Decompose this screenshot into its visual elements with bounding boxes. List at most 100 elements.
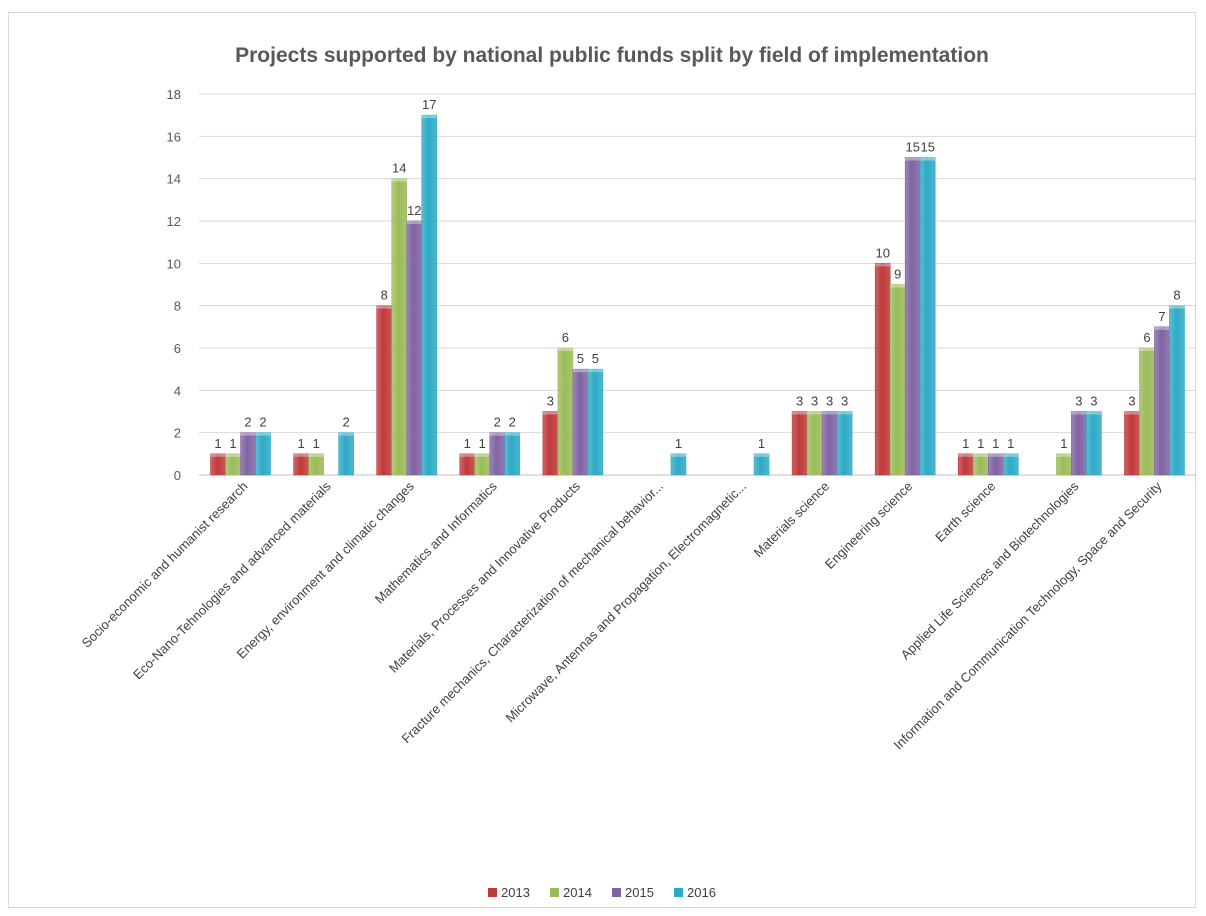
- data-label: 17: [422, 97, 436, 112]
- bar-2016: [919, 157, 936, 476]
- bar-highlight: [837, 411, 853, 415]
- data-label: 1: [1060, 436, 1067, 451]
- data-label: 3: [1090, 394, 1097, 409]
- data-label: 10: [875, 245, 889, 260]
- data-label: 6: [562, 330, 569, 345]
- bar-highlight: [406, 221, 422, 224]
- bar-2016: [1086, 411, 1102, 476]
- bar-2013: [210, 453, 226, 476]
- data-label: 1: [214, 436, 221, 451]
- legend-swatch-2015: [612, 888, 621, 897]
- x-category-label: Earth science: [932, 479, 998, 545]
- bar-2015: [821, 411, 838, 476]
- bar-highlight: [1056, 453, 1072, 457]
- x-category-label: Applied Life Sciences and Biotechnologie…: [898, 478, 1082, 662]
- bar-highlight: [572, 369, 588, 373]
- bar-2013: [459, 453, 476, 476]
- legend-swatch-2013: [488, 888, 497, 897]
- x-category-label: Information and Communication Technology…: [891, 478, 1165, 752]
- bar-highlight: [474, 453, 490, 457]
- y-tick-label: 4: [174, 383, 181, 398]
- data-label: 3: [826, 394, 833, 409]
- bar-2014: [308, 453, 324, 476]
- x-axis-categories: Socio-economic and humanist researchEco-…: [79, 478, 1165, 752]
- bar-highlight: [920, 157, 936, 161]
- y-tick-label: 0: [174, 468, 181, 483]
- bar-highlight: [973, 453, 989, 457]
- data-label: 6: [1143, 330, 1150, 345]
- legend-label: 2014: [563, 885, 592, 900]
- bar-2015: [904, 157, 921, 476]
- chart-title: Projects supported by national public fu…: [235, 44, 989, 67]
- y-tick-label: 8: [174, 299, 181, 314]
- data-label: 2: [494, 415, 501, 430]
- bar-2014: [806, 411, 823, 476]
- data-label: 3: [1128, 394, 1135, 409]
- bar-highlight: [1003, 453, 1019, 457]
- bar-highlight: [1071, 411, 1087, 415]
- y-tick-label: 6: [174, 341, 181, 356]
- bar-highlight: [240, 432, 256, 436]
- bar-2013: [874, 263, 891, 476]
- bar-highlight: [459, 453, 475, 457]
- bar-2014: [1139, 347, 1155, 476]
- bar-2016: [421, 114, 438, 476]
- y-tick-label: 2: [174, 426, 181, 441]
- bar-2016: [753, 453, 770, 476]
- gridlines: [199, 93, 1196, 476]
- y-tick-label: 14: [167, 172, 181, 187]
- legend: 2013 2014 2015 2016: [488, 885, 716, 900]
- bar-2016: [836, 411, 853, 476]
- y-tick-label: 10: [167, 256, 181, 271]
- bar-highlight: [391, 178, 407, 182]
- bar-highlight: [890, 284, 906, 288]
- data-label: 1: [962, 436, 969, 451]
- bar-2016: [670, 453, 687, 476]
- bar-highlight: [875, 263, 891, 267]
- bar-2015: [406, 220, 423, 476]
- bar-highlight: [1139, 348, 1155, 351]
- bar-2014: [391, 178, 408, 476]
- bar-2016: [504, 432, 521, 476]
- y-tick-label: 18: [167, 87, 181, 102]
- x-category-label: Materials science: [751, 479, 833, 561]
- bar-highlight: [905, 157, 921, 161]
- bar-highlight: [1154, 326, 1170, 330]
- bar-2015: [1071, 411, 1087, 476]
- x-category-label: Energy, environment and climatic changes: [234, 478, 417, 661]
- bar-2013: [376, 305, 393, 476]
- data-label: 3: [841, 394, 848, 409]
- data-label: 1: [977, 436, 984, 451]
- bar-highlight: [504, 432, 520, 436]
- bar-highlight: [338, 432, 354, 436]
- bar-2016: [255, 432, 271, 476]
- data-label: 3: [1075, 394, 1082, 409]
- bar-highlight: [210, 453, 226, 457]
- data-label: 1: [479, 436, 486, 451]
- bar-2013: [791, 411, 808, 476]
- data-label: 5: [592, 351, 599, 366]
- legend-label: 2013: [501, 885, 530, 900]
- data-label: 8: [1173, 288, 1180, 303]
- y-axis-ticks: 0 2 4 6 8 10 12 14 16 18: [167, 87, 181, 483]
- x-category-label: Engineering science: [822, 479, 915, 572]
- bar-highlight: [807, 411, 823, 415]
- bar-2015: [572, 368, 589, 476]
- y-tick-label: 16: [167, 129, 181, 144]
- bar-2016: [1169, 305, 1185, 476]
- data-label: 3: [796, 394, 803, 409]
- y-tick-label: 12: [167, 214, 181, 229]
- bar-2016: [338, 432, 354, 476]
- bar-highlight: [587, 369, 603, 373]
- bar-2014: [557, 347, 574, 476]
- bar-highlight: [1169, 305, 1185, 309]
- data-label: 2: [259, 415, 266, 430]
- bar-2014: [889, 284, 906, 476]
- bar-highlight: [225, 453, 241, 457]
- data-label: 3: [547, 394, 554, 409]
- bar-highlight: [1086, 411, 1102, 415]
- data-label: 1: [992, 436, 999, 451]
- x-category-label: Materials, Processes and Innovative Prod…: [386, 478, 583, 675]
